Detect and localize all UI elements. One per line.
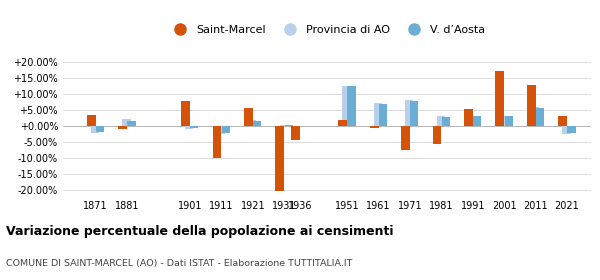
Bar (437, 116, 445, 126)
Bar (370, 126, 379, 128)
Bar (275, 126, 284, 191)
Bar (280, 125, 288, 126)
Bar (212, 126, 221, 158)
Bar (379, 104, 387, 126)
Bar (185, 126, 193, 129)
Bar (91, 126, 99, 133)
Bar (87, 115, 95, 126)
Bar (401, 126, 410, 150)
Bar (190, 126, 199, 128)
Bar (127, 121, 136, 126)
Bar (253, 121, 262, 126)
Bar (505, 116, 513, 126)
Bar (473, 116, 481, 126)
Bar (410, 101, 418, 126)
Bar (248, 120, 256, 126)
Bar (559, 116, 567, 126)
Bar (347, 86, 356, 126)
Bar (181, 101, 190, 126)
Bar (244, 108, 253, 126)
Bar (343, 86, 350, 126)
Bar (374, 103, 382, 126)
Bar (118, 126, 127, 129)
Bar (562, 126, 571, 134)
Bar (217, 126, 225, 134)
Bar (338, 120, 347, 126)
Legend: Saint-Marcel, Provincia di AO, V. d’Aosta: Saint-Marcel, Provincia di AO, V. d’Aost… (167, 22, 487, 37)
Bar (433, 126, 442, 144)
Bar (122, 119, 131, 126)
Bar (536, 108, 544, 126)
Text: Variazione percentuale della popolazione ai censimenti: Variazione percentuale della popolazione… (6, 225, 394, 238)
Bar (464, 109, 473, 126)
Bar (531, 107, 539, 126)
Bar (442, 117, 450, 126)
Bar (496, 71, 504, 126)
Bar (291, 126, 300, 140)
Bar (468, 116, 476, 126)
Bar (284, 125, 293, 126)
Bar (405, 100, 413, 126)
Bar (221, 126, 230, 133)
Bar (527, 85, 536, 126)
Text: COMUNE DI SAINT-MARCEL (AO) - Dati ISTAT - Elaborazione TUTTITALIA.IT: COMUNE DI SAINT-MARCEL (AO) - Dati ISTAT… (6, 259, 352, 268)
Bar (568, 126, 575, 133)
Bar (500, 116, 508, 126)
Bar (96, 126, 104, 132)
